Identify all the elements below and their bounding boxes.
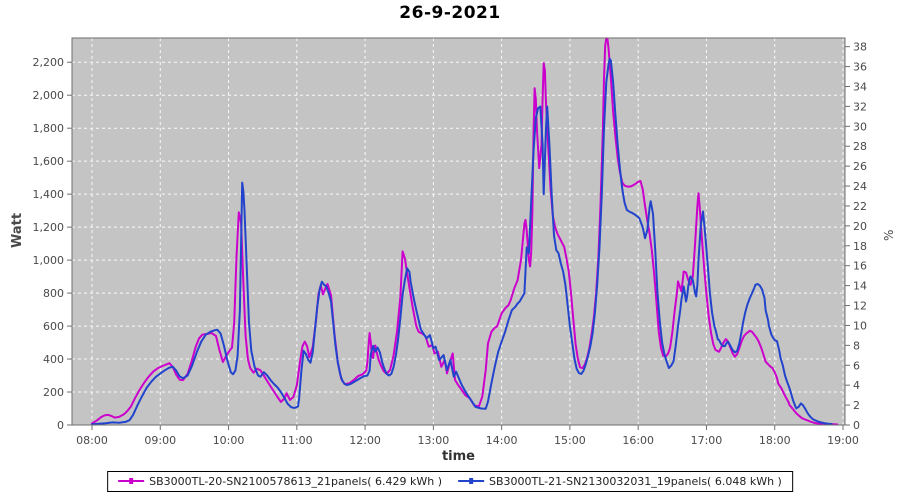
svg-text:1,000: 1,000 (33, 254, 65, 267)
svg-text:6: 6 (853, 359, 860, 372)
y-axis-left-ticks: 0 200 400 600 800 1,000 1,200 1,400 1,600 1,800 2,… (33, 56, 72, 432)
x-axis-title-time: time (441, 449, 476, 464)
svg-text:11:00: 11:00 (281, 434, 313, 447)
svg-text:13:00: 13:00 (418, 434, 450, 447)
svg-text:800: 800 (43, 287, 64, 300)
svg-text:200: 200 (43, 386, 64, 399)
svg-text:18:00: 18:00 (759, 434, 791, 447)
svg-text:1,400: 1,400 (33, 188, 65, 201)
svg-text:16: 16 (853, 260, 867, 273)
svg-text:600: 600 (43, 320, 64, 333)
legend-label-inverter-21: SB3000TL-21-SN2130032031_19panels( 6.048… (489, 475, 782, 488)
plot-area: 02004006008001,0001,2001,4001,6001,8002,… (33, 37, 867, 447)
svg-text:20: 20 (853, 220, 867, 233)
svg-text:32: 32 (853, 100, 867, 113)
svg-text:1,800: 1,800 (33, 122, 65, 135)
legend-swatch-blue-line-icon (458, 477, 484, 486)
legend-label-inverter-20: SB3000TL-20-SN2100578613_21panels( 6.429… (149, 475, 442, 488)
y-axis-title-watt: Watt (10, 212, 25, 248)
svg-text:400: 400 (43, 353, 64, 366)
svg-text:2,200: 2,200 (33, 56, 65, 69)
svg-text:1,600: 1,600 (33, 155, 65, 168)
gridlines (72, 38, 845, 425)
legend-swatch-magenta-line-icon (118, 477, 145, 486)
svg-text:4: 4 (853, 379, 860, 392)
svg-text:24: 24 (853, 180, 867, 193)
svg-text:2: 2 (853, 399, 860, 412)
svg-text:10: 10 (853, 319, 867, 332)
plot-background (72, 38, 845, 425)
svg-text:19:00: 19:00 (827, 434, 859, 447)
svg-text:28: 28 (853, 140, 867, 153)
chart-title: 26-9-2021 (399, 3, 501, 23)
svg-text:30: 30 (853, 120, 867, 133)
svg-text:12:00: 12:00 (349, 434, 381, 447)
svg-text:10:00: 10:00 (213, 434, 245, 447)
series-line-0 (91, 37, 839, 426)
svg-text:09:00: 09:00 (144, 434, 176, 447)
svg-text:12: 12 (853, 300, 867, 313)
series-line-1 (91, 57, 833, 426)
svg-text:22: 22 (853, 200, 867, 213)
svg-text:15:00: 15:00 (554, 434, 586, 447)
svg-text:0: 0 (853, 419, 860, 432)
svg-text:0: 0 (57, 419, 64, 432)
x-axis-ticks: 08:00 09:00 10:00 11:00 12:00 13:00 14:00 15:00… (76, 425, 859, 447)
svg-text:18: 18 (853, 240, 867, 253)
svg-text:14:00: 14:00 (486, 434, 518, 447)
svg-text:14: 14 (853, 280, 867, 293)
svg-text:08:00: 08:00 (76, 434, 108, 447)
legend-item-inverter-20: SB3000TL-20-SN2100578613_21panels( 6.429… (118, 475, 442, 488)
plot-frame (71, 37, 846, 426)
svg-text:26: 26 (853, 160, 867, 173)
svg-text:8: 8 (853, 339, 860, 352)
legend: SB3000TL-20-SN2100578613_21panels( 6.429… (107, 471, 793, 492)
svg-text:38: 38 (853, 41, 867, 54)
svg-text:36: 36 (853, 61, 867, 74)
svg-text:17:00: 17:00 (691, 434, 723, 447)
svg-text:2,000: 2,000 (33, 89, 65, 102)
svg-text:1,200: 1,200 (33, 221, 65, 234)
svg-text:34: 34 (853, 80, 867, 93)
svg-text:16:00: 16:00 (622, 434, 654, 447)
legend-item-inverter-21: SB3000TL-21-SN2130032031_19panels( 6.048… (458, 475, 782, 488)
y-axis-title-percent: % (882, 229, 896, 241)
